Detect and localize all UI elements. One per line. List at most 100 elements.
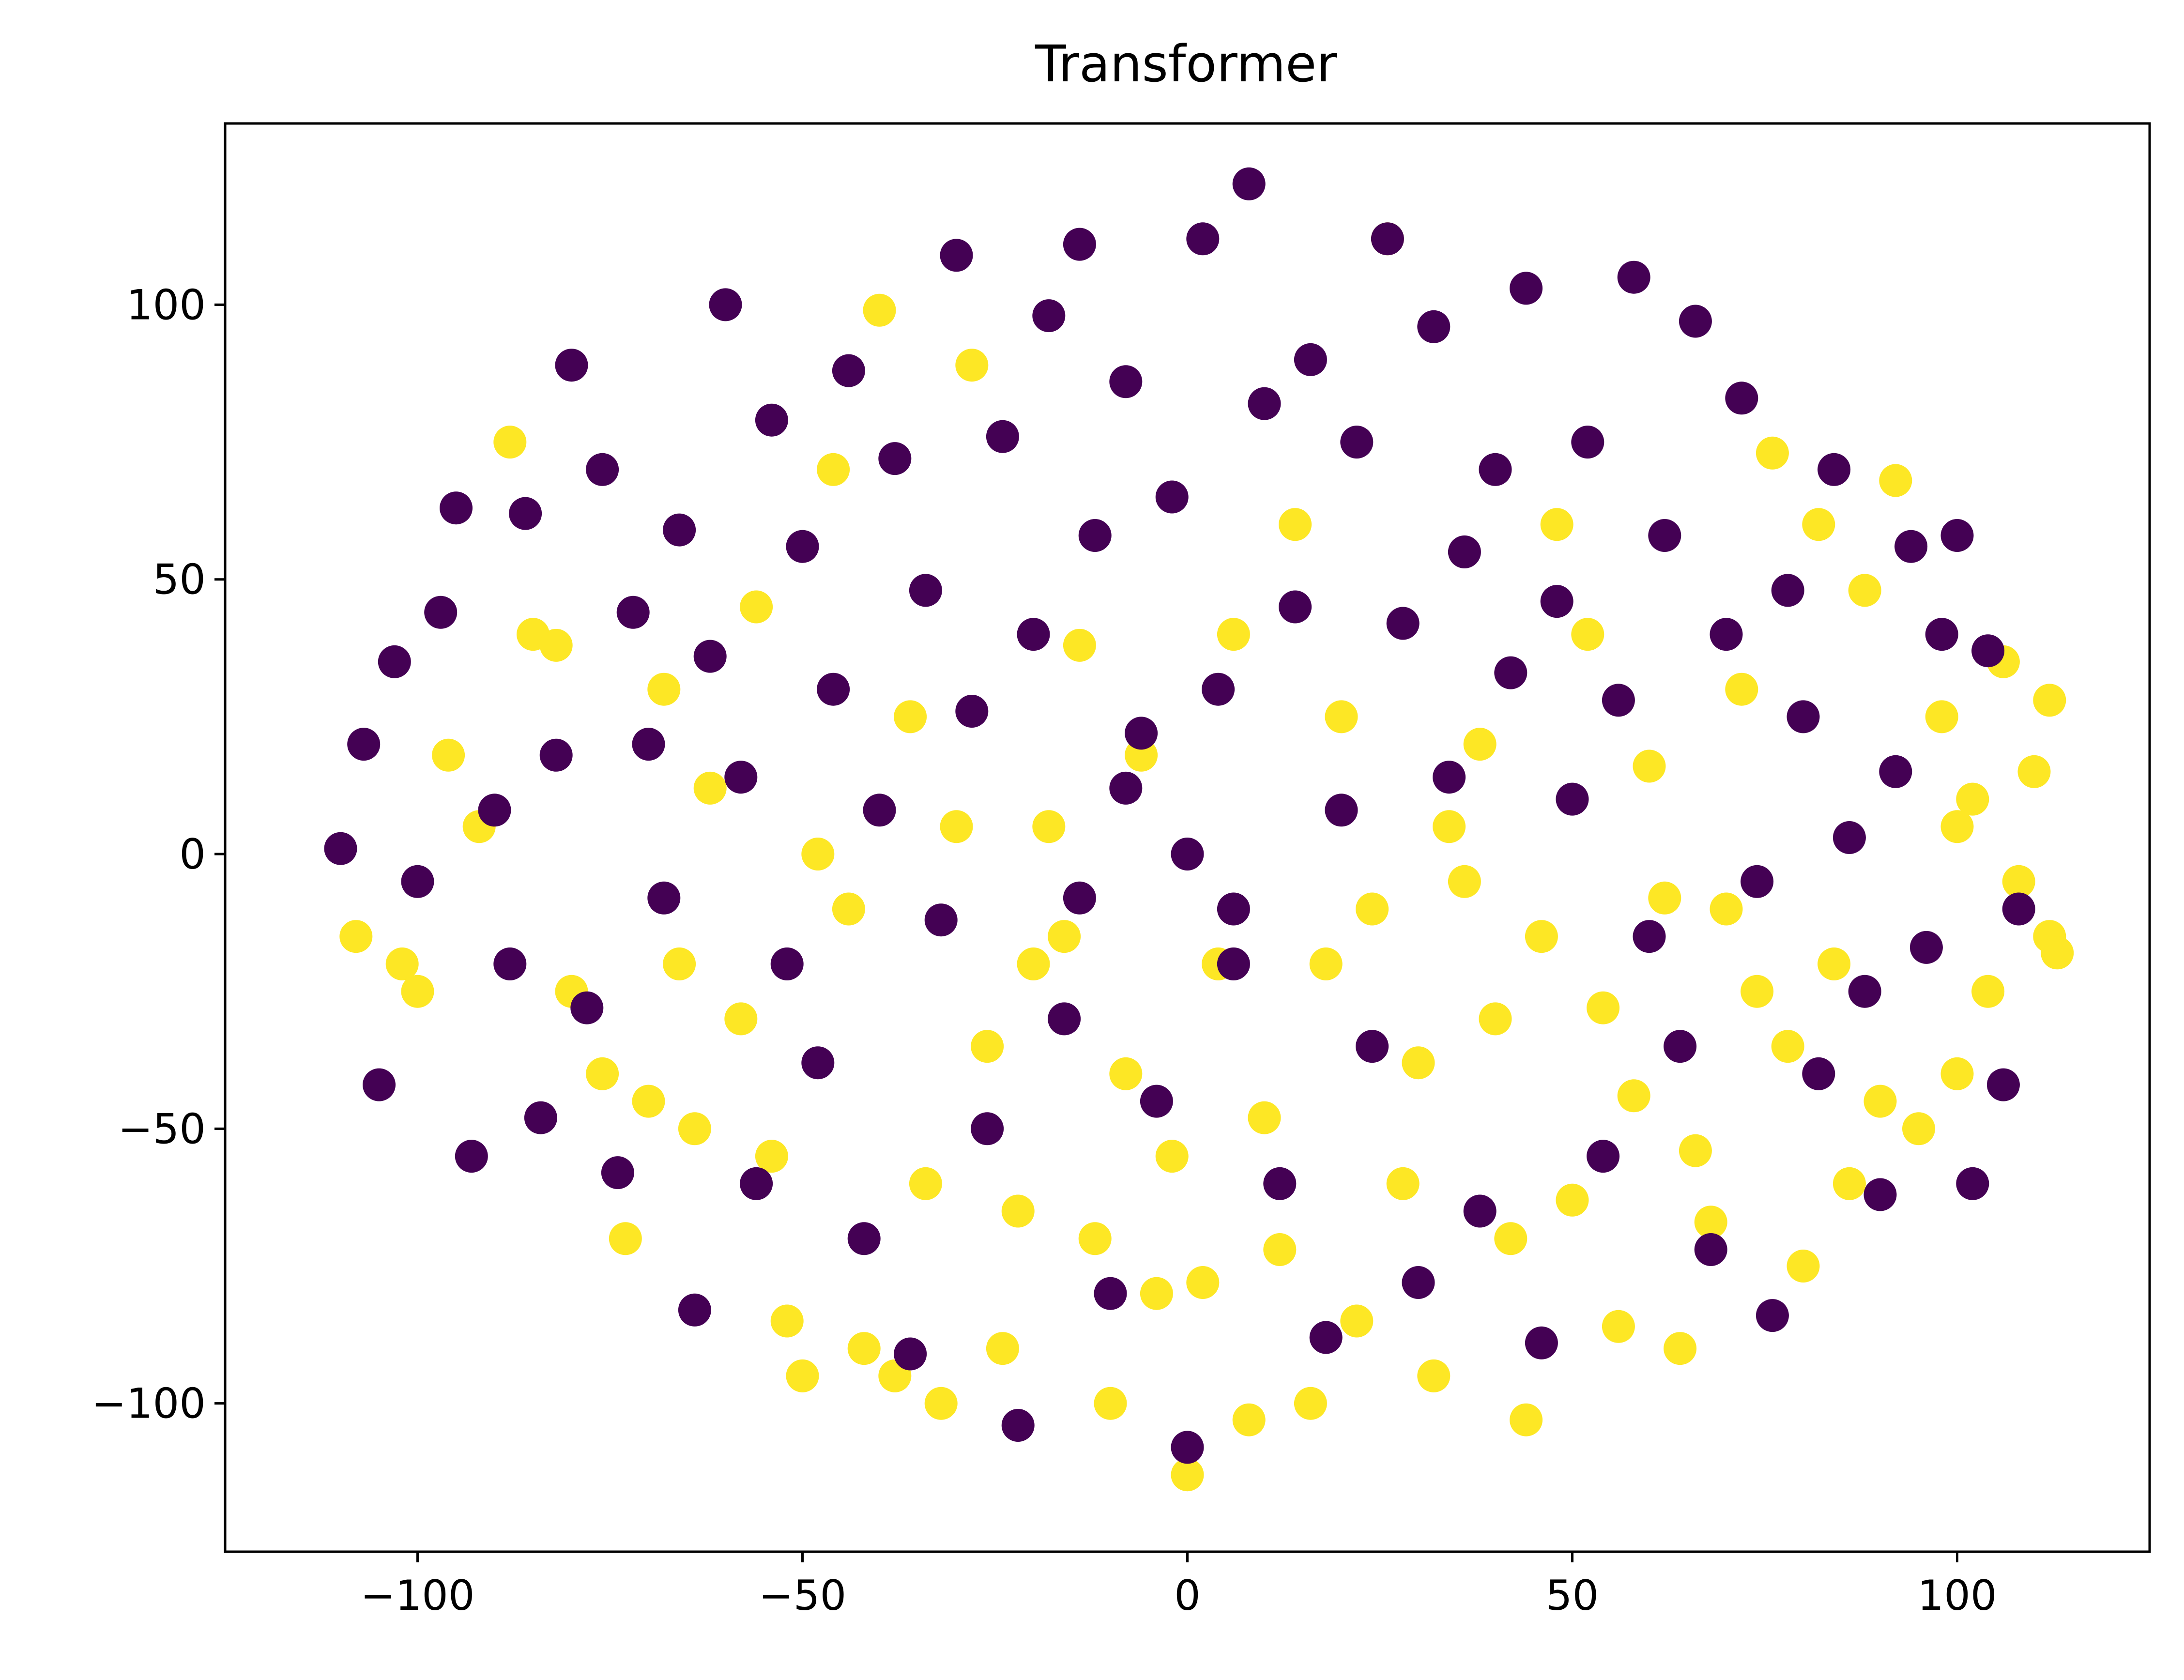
scatter-point — [1710, 618, 1743, 651]
scatter-point — [1325, 700, 1358, 733]
scatter-point — [1494, 1222, 1527, 1255]
scatter-point — [817, 453, 850, 486]
scatter-point — [1556, 1183, 1589, 1217]
scatter-point — [378, 645, 411, 678]
scatter-point — [524, 1101, 557, 1134]
scatter-point — [1309, 947, 1343, 980]
scatter-point — [786, 530, 819, 563]
scatter-point — [1248, 1101, 1281, 1134]
plot-area — [324, 167, 2074, 1492]
scatter-point — [1417, 310, 1451, 343]
scatter-point — [1756, 436, 1789, 470]
scatter-point — [1001, 1409, 1035, 1442]
scatter-point — [847, 1332, 881, 1365]
scatter-point — [801, 838, 835, 871]
scatter-point — [740, 1167, 773, 1200]
scatter-point — [1679, 305, 1712, 338]
scatter-point — [1664, 1030, 1697, 1063]
scatter-point — [1694, 1206, 1727, 1239]
scatter-point — [1510, 272, 1543, 305]
scatter-point — [539, 628, 573, 662]
scatter-point — [1294, 343, 1327, 376]
scatter-point — [740, 590, 773, 624]
scatter-point — [1756, 1299, 1789, 1332]
scatter-point — [1817, 947, 1851, 980]
scatter-point — [1956, 1167, 1989, 1200]
scatter-point — [570, 991, 604, 1024]
scatter-point — [1063, 881, 1096, 915]
scatter-point — [1448, 865, 1481, 898]
scatter-point — [1833, 1167, 1866, 1200]
scatter-point — [940, 239, 973, 272]
scatter-point — [1232, 167, 1266, 200]
scatter-point — [1279, 590, 1312, 624]
scatter-point — [755, 1140, 788, 1173]
scatter-point — [724, 761, 758, 794]
chart-title: Transformer — [1035, 34, 1337, 93]
scatter-point — [955, 349, 989, 382]
scatter-point — [663, 513, 696, 547]
scatter-point — [1479, 453, 1512, 486]
scatter-point — [1602, 684, 1635, 717]
scatter-point — [1817, 453, 1851, 486]
scatter-point — [1540, 508, 1573, 541]
scatter-point — [601, 1156, 634, 1190]
y-tick-label: 100 — [126, 281, 206, 329]
scatter-point — [1063, 228, 1096, 261]
scatter-point — [1848, 975, 1881, 1008]
scatter-point — [1402, 1266, 1435, 1299]
scatter-point — [1664, 1332, 1697, 1365]
scatter-point — [586, 1057, 619, 1090]
scatter-point — [1217, 618, 1250, 651]
scatter-point — [1371, 222, 1404, 256]
scatter-point — [1725, 382, 1758, 415]
scatter-point — [432, 738, 465, 772]
scatter-point — [324, 832, 357, 865]
scatter-point — [1771, 1030, 1804, 1063]
y-tick-label: 50 — [153, 556, 206, 604]
x-tick-label: 0 — [1174, 1572, 1201, 1620]
scatter-point — [1587, 991, 1620, 1024]
scatter-point — [1787, 700, 1820, 733]
scatter-point — [1741, 865, 1774, 898]
scatter-point — [1417, 1359, 1451, 1392]
scatter-point — [1186, 222, 1220, 256]
scatter-point — [770, 1304, 804, 1338]
scatter-point — [1940, 519, 1974, 552]
scatter-point — [1694, 1233, 1727, 1266]
scatter-point — [1879, 464, 1912, 497]
scatter-point — [1140, 1277, 1173, 1310]
scatter-point — [1001, 1194, 1035, 1228]
scatter-point — [940, 810, 973, 843]
scatter-point — [2002, 865, 2035, 898]
scatter-point — [1463, 1194, 1497, 1228]
x-tick-label: 100 — [1917, 1572, 1997, 1620]
scatter-point — [971, 1030, 1004, 1063]
scatter-point — [1633, 920, 1666, 953]
scatter-point — [1510, 1403, 1543, 1436]
scatter-point — [1279, 508, 1312, 541]
scatter-point — [1325, 794, 1358, 827]
scatter-point — [1725, 672, 1758, 706]
scatter-point — [2017, 755, 2051, 788]
scatter-point — [632, 728, 665, 761]
scatter-point — [1909, 931, 1943, 964]
scatter-point — [1802, 1057, 1835, 1090]
scatter-point — [1402, 1046, 1435, 1080]
scatter-point — [1155, 480, 1189, 514]
scatter-point — [894, 1337, 927, 1371]
x-axis: −100 −50 0 50 100 — [360, 1552, 1997, 1620]
scatter-point — [663, 947, 696, 980]
scatter-point — [1802, 508, 1835, 541]
scatter-point — [1741, 975, 1774, 1008]
scatter-point — [1940, 1057, 1974, 1090]
scatter-point — [801, 1046, 835, 1080]
scatter-point — [1386, 607, 1420, 640]
scatter-point — [1078, 1222, 1112, 1255]
x-tick-label: −100 — [360, 1572, 474, 1620]
scatter-point — [1602, 1310, 1635, 1343]
scatter-point — [1648, 881, 1681, 915]
scatter-point — [1094, 1277, 1127, 1310]
scatter-point — [440, 491, 473, 525]
scatter-point — [693, 771, 727, 805]
